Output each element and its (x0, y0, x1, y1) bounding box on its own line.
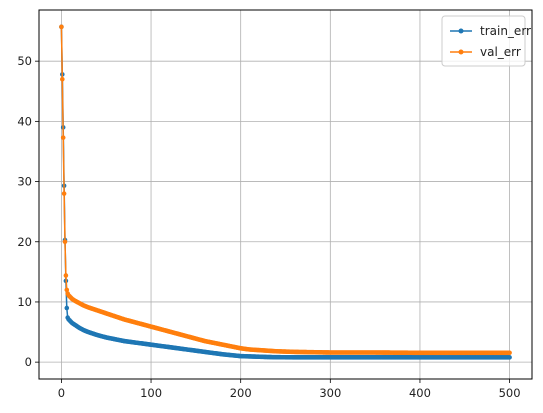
data-point (60, 135, 66, 140)
grid (39, 10, 532, 379)
legend-marker (458, 49, 464, 55)
plot-frame (38, 9, 533, 380)
x-tick-label: 400 (409, 386, 431, 400)
data-point (59, 24, 64, 30)
y-tick-label: 40 (17, 114, 32, 128)
data-point (64, 287, 70, 293)
legend-label: val_err (480, 45, 521, 59)
y-tick-label: 10 (17, 295, 32, 309)
y-tick-label: 20 (17, 235, 32, 249)
x-tick-label: 0 (58, 386, 65, 400)
y-tick-label: 50 (17, 54, 32, 68)
ticks: 0 100 200 300 400 500 0 10 20 30 40 50 (17, 54, 520, 400)
data-point (507, 350, 512, 356)
y-tick-label: 30 (17, 175, 32, 189)
data-point (64, 305, 70, 311)
x-tick-label: 100 (140, 386, 162, 400)
y-tick-label: 0 (25, 355, 32, 369)
legend-label: train_err (480, 24, 531, 38)
data-point (507, 355, 512, 360)
data-point (63, 273, 69, 278)
x-tick-label: 200 (230, 386, 252, 400)
data-point (62, 239, 68, 245)
series-layer (59, 24, 512, 360)
legend: train_err val_err (441, 15, 531, 67)
data-point (60, 76, 65, 82)
data-point (61, 191, 67, 196)
series-val_err (59, 24, 512, 356)
legend-marker (458, 28, 464, 34)
x-tick-label: 300 (319, 386, 341, 400)
x-tick-label: 500 (499, 386, 521, 400)
